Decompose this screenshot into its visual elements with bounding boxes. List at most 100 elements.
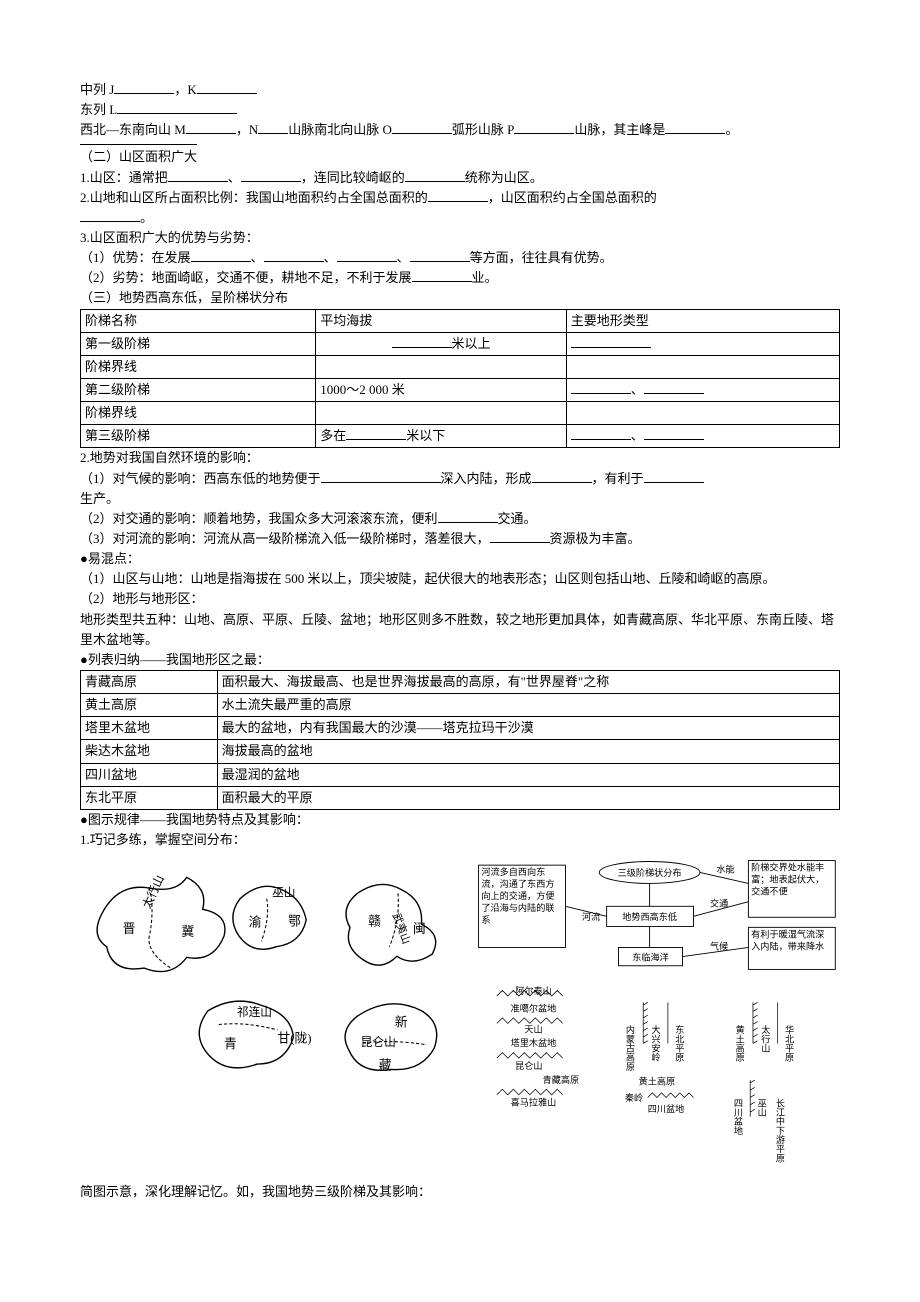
province-svg: 晋 冀 太行山 渝 鄂 巫山 赣 闽 武夷山 <box>80 856 464 1176</box>
td: 阶梯界线 <box>81 402 316 425</box>
line-shanqu-def: 1.山区：通常把、，连同比较崎岖的统称为山区。 <box>80 168 840 188</box>
blank <box>264 248 324 262</box>
text: （1）对气候的影响：西高东低的地势便于 <box>80 471 321 486</box>
td: 、 <box>566 378 839 401</box>
td: 塔里木盆地 <box>81 717 218 740</box>
svg-text:冀: 冀 <box>181 924 194 939</box>
t: 华北平原 <box>784 1024 795 1062</box>
t: 天山 <box>524 1025 542 1035</box>
t: 塔里木盆地 <box>511 1037 557 1048</box>
td <box>566 332 839 355</box>
text: 、 <box>228 170 241 185</box>
diagram-title: ●图示规律——我国地势特点及其影响： <box>80 810 840 830</box>
blank <box>405 168 465 182</box>
th: 平均海拔 <box>316 309 566 332</box>
svg-text:鄂: 鄂 <box>288 914 301 928</box>
td: 最湿润的盆地 <box>217 763 839 786</box>
th: 阶梯名称 <box>81 309 316 332</box>
table2-title: ●列表归纳——我国地形区之最： <box>80 650 840 670</box>
text: 东列 L <box>80 102 117 117</box>
line-area-ratio: 2.山地和山区所占面积比例：我国山地面积约占全国总面积的 ，山区面积约占全国总面积… <box>80 188 840 208</box>
t: 巫山 <box>756 1098 767 1116</box>
text: 统称为山区。 <box>465 170 543 185</box>
t: 准噶尔盆地 <box>511 1003 557 1014</box>
text: 、 <box>631 382 644 397</box>
svg-text:巫山: 巫山 <box>272 887 295 900</box>
t: 秦岭 <box>625 1092 643 1103</box>
line-inf3: （3）对河流的影响：河流从高一级阶梯流入低一级阶梯时，落差很大，资源极为丰富。 <box>80 529 840 549</box>
t: 四川盆地 <box>733 1098 744 1135</box>
line-inf1b: 生产。 <box>80 489 840 509</box>
flow-text: 有利于暖湿气流深入内陆，带来降水 <box>751 929 832 953</box>
text: （2）劣势：地面崎岖，交通不便，耕地不足，不利于发展 <box>80 270 412 285</box>
td: 多在 米以下 <box>316 425 566 448</box>
t: 四川盆地 <box>648 1103 685 1114</box>
mixup-2b: 地形类型共五种：山地、高原、平原、丘陵、盆地；地形区则多不胜数，较之地形更加具体… <box>80 610 840 650</box>
flow-text: 阶梯交界处水能丰富；地表起伏大，交通不便 <box>751 862 832 898</box>
text: ，山区面积约占全国总面积的 <box>488 190 657 205</box>
blank <box>514 120 574 134</box>
blank <box>644 380 704 394</box>
t: 青藏高原 <box>543 1074 580 1085</box>
line-influence-title: 2.地势对我国自然环境的影响： <box>80 448 840 468</box>
text: 、 <box>251 250 264 265</box>
blank <box>186 120 236 134</box>
svg-text:昆仑山: 昆仑山 <box>361 1035 396 1049</box>
text: 米以下 <box>406 428 445 443</box>
province-sketch: 晋 冀 太行山 渝 鄂 巫山 赣 闽 武夷山 <box>80 856 464 1202</box>
text: 西北—东南向山 M <box>80 122 186 137</box>
td <box>566 402 839 425</box>
t: 水能 <box>717 864 735 875</box>
text: 、 <box>631 428 644 443</box>
text: ，N <box>236 122 258 137</box>
svg-text:赣: 赣 <box>368 914 381 928</box>
t: 内蒙古高原 <box>625 1024 636 1071</box>
table-steps: 阶梯名称 平均海拔 主要地形类型 第一级阶梯 米以上 阶梯界线 第二级阶梯 10… <box>80 309 840 449</box>
line-area-ratio-2: 。 <box>80 208 840 228</box>
flow-svg: 河流多自西向东流，沟通了东西方向上的交通，方便了沿海与内陆的联系 三级阶梯状分布… <box>474 856 840 1185</box>
svg-text:闽: 闽 <box>413 922 426 936</box>
blank <box>114 80 174 94</box>
line-l: 东列 L <box>80 100 840 120</box>
line-adv-dis: 3.山区面积广大的优势与劣势： <box>80 228 840 248</box>
t: 东临海洋 <box>632 951 669 962</box>
blank <box>337 248 397 262</box>
svg-text:渝: 渝 <box>249 914 262 929</box>
blank <box>571 334 651 348</box>
blank <box>428 188 488 202</box>
text: 1.山区：通常把 <box>80 170 168 185</box>
text: 、 <box>397 250 410 265</box>
td: 米以上 <box>316 332 566 355</box>
blank <box>321 469 441 483</box>
text: 2.山地和山区所占面积比例：我国山地面积约占全国总面积的 <box>80 190 428 205</box>
section-3-title: （三）地势西高东低，呈阶梯状分布 <box>80 288 840 308</box>
td: 水土流失最严重的高原 <box>217 694 839 717</box>
text: 多在 <box>320 428 346 443</box>
flow-and-sections: 河流多自西向东流，沟通了东西方向上的交通，方便了沿海与内陆的联系 三级阶梯状分布… <box>474 856 840 1191</box>
blank <box>412 268 472 282</box>
line-inf2: （2）对交通的影响：顺着地势，我国众多大河滚滚东流，便利 交通。 <box>80 509 840 529</box>
text: 。 <box>725 122 738 137</box>
text: 。 <box>140 210 153 225</box>
svg-text:太行山: 太行山 <box>139 873 167 911</box>
text: 交通。 <box>498 511 537 526</box>
td: 第三级阶梯 <box>81 425 316 448</box>
t: 喜马拉雅山 <box>511 1097 557 1108</box>
blank <box>346 426 406 440</box>
line-inf1: （1）对气候的影响：西高东低的地势便于深入内陆，形成，有利于 <box>80 469 840 489</box>
blank <box>490 529 550 543</box>
blank <box>392 120 452 134</box>
diagram-caption: 简图示意，深化理解记忆。如，我国地势三级阶梯及其影响： <box>80 1182 464 1202</box>
text: （2）对交通的影响：顺着地势，我国众多大河滚滚东流，便利 <box>80 511 438 526</box>
text: ，K <box>174 82 196 97</box>
t: 太行山 <box>760 1024 771 1052</box>
text: （1）优势：在发展 <box>80 250 191 265</box>
td <box>566 355 839 378</box>
blank <box>571 380 631 394</box>
blank <box>241 168 301 182</box>
td <box>316 355 566 378</box>
td: 面积最大、海拔最高、也是世界海拔最高的高原，有"世界屋脊"之称 <box>217 670 839 693</box>
section-2-title: （二）山区面积广大 <box>80 144 197 167</box>
t: 河流 <box>582 911 600 922</box>
td: 海拔最高的盆地 <box>217 740 839 763</box>
